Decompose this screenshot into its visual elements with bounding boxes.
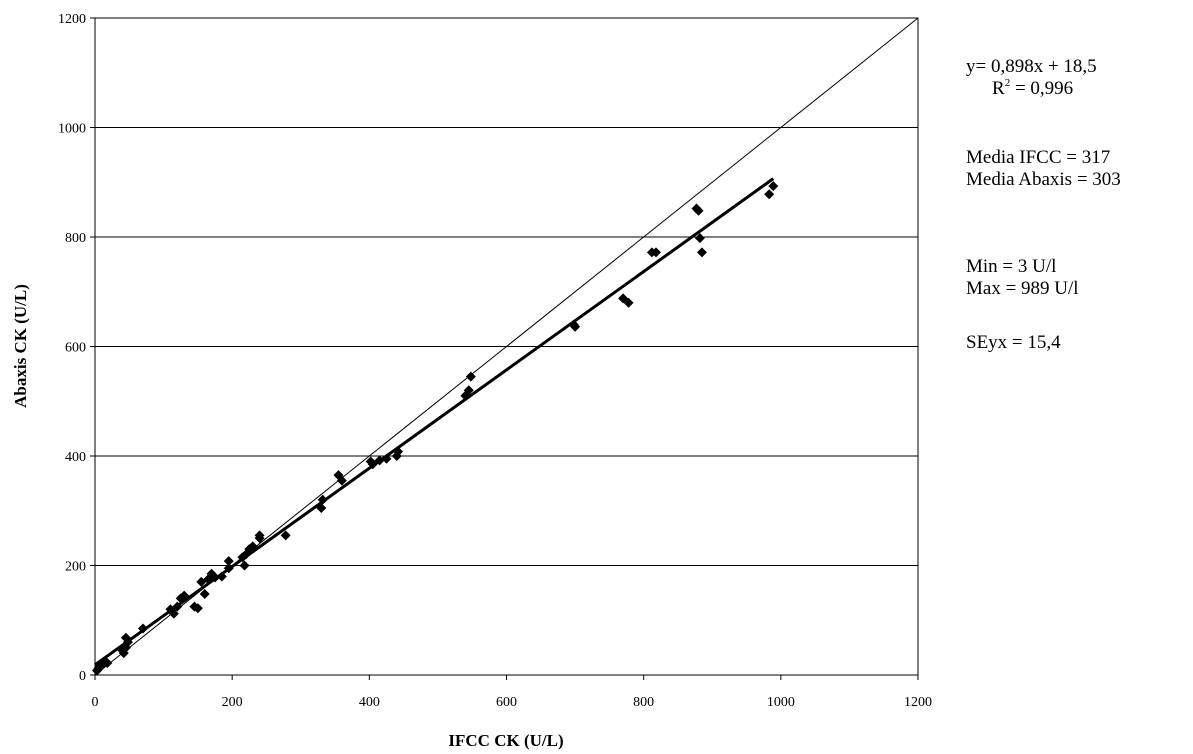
data-point xyxy=(463,385,474,396)
x-tick-label: 1200 xyxy=(904,695,932,710)
data-point xyxy=(122,637,133,648)
y-tick-label: 1200 xyxy=(58,12,86,27)
x-tick-label: 0 xyxy=(92,695,99,710)
data-point xyxy=(694,233,705,244)
r-squared-value: = 0,996 xyxy=(1010,78,1074,99)
data-point xyxy=(210,572,221,583)
r-squared-label: R xyxy=(992,78,1005,99)
data-point xyxy=(651,247,662,258)
x-tick-label: 1000 xyxy=(767,695,795,710)
r-squared: R2 = 0,996 xyxy=(992,78,1073,100)
y-tick-label: 400 xyxy=(65,450,86,465)
data-point xyxy=(179,590,190,601)
data-point xyxy=(316,503,327,514)
y-tick-label: 0 xyxy=(79,669,86,684)
regression-equation: y= 0,898x + 18,5 xyxy=(966,56,1097,77)
data-point xyxy=(280,530,291,541)
x-tick-label: 400 xyxy=(359,695,380,710)
mean-ifcc: Media IFCC = 317 xyxy=(966,147,1111,168)
x-tick-label: 800 xyxy=(633,695,654,710)
data-point xyxy=(247,541,258,552)
data-point xyxy=(693,205,704,216)
data-point xyxy=(223,563,234,574)
x-axis-title: IFCC CK (U/L) xyxy=(448,731,563,750)
data-point xyxy=(381,453,392,464)
data-point xyxy=(172,601,183,612)
data-points xyxy=(92,181,779,676)
max-value: Max = 989 U/l xyxy=(966,278,1079,299)
y-tick-label: 800 xyxy=(65,231,86,246)
data-point xyxy=(216,571,227,582)
data-point xyxy=(696,247,707,258)
data-point xyxy=(768,181,779,192)
regression-line xyxy=(94,177,775,667)
y-tick-label: 600 xyxy=(65,341,86,356)
data-point xyxy=(317,494,328,505)
data-point xyxy=(223,556,234,567)
data-point xyxy=(102,657,113,668)
x-tick-label: 200 xyxy=(222,695,243,710)
x-tick-label: 600 xyxy=(496,695,517,710)
data-point xyxy=(199,588,210,599)
r-squared-exponent: 2 xyxy=(1004,77,1011,89)
identity-line xyxy=(94,17,919,676)
data-point xyxy=(465,371,476,382)
data-point xyxy=(138,623,149,634)
data-point xyxy=(239,560,250,571)
data-point xyxy=(192,603,203,614)
data-point xyxy=(168,608,179,619)
data-point xyxy=(764,189,775,200)
data-point xyxy=(367,459,378,470)
data-point xyxy=(336,475,347,486)
data-point xyxy=(374,455,385,466)
y-tick-label: 1000 xyxy=(58,122,86,137)
min-value: Min = 3 U/l xyxy=(966,256,1057,277)
standard-error: SEyx = 15,4 xyxy=(966,332,1061,353)
mean-abaxis: Media Abaxis = 303 xyxy=(966,169,1121,190)
y-tick-label: 200 xyxy=(65,560,86,575)
data-point xyxy=(623,297,634,308)
y-axis-title: Abaxis CK (U/L) xyxy=(11,284,30,408)
x-axis-ticks: 0 200 400 600 800 1000 1200 xyxy=(92,675,932,710)
data-point xyxy=(570,321,581,332)
data-point xyxy=(393,446,404,457)
y-axis-ticks: 0 200 400 600 800 1000 1200 xyxy=(58,12,95,684)
data-point xyxy=(254,530,265,541)
